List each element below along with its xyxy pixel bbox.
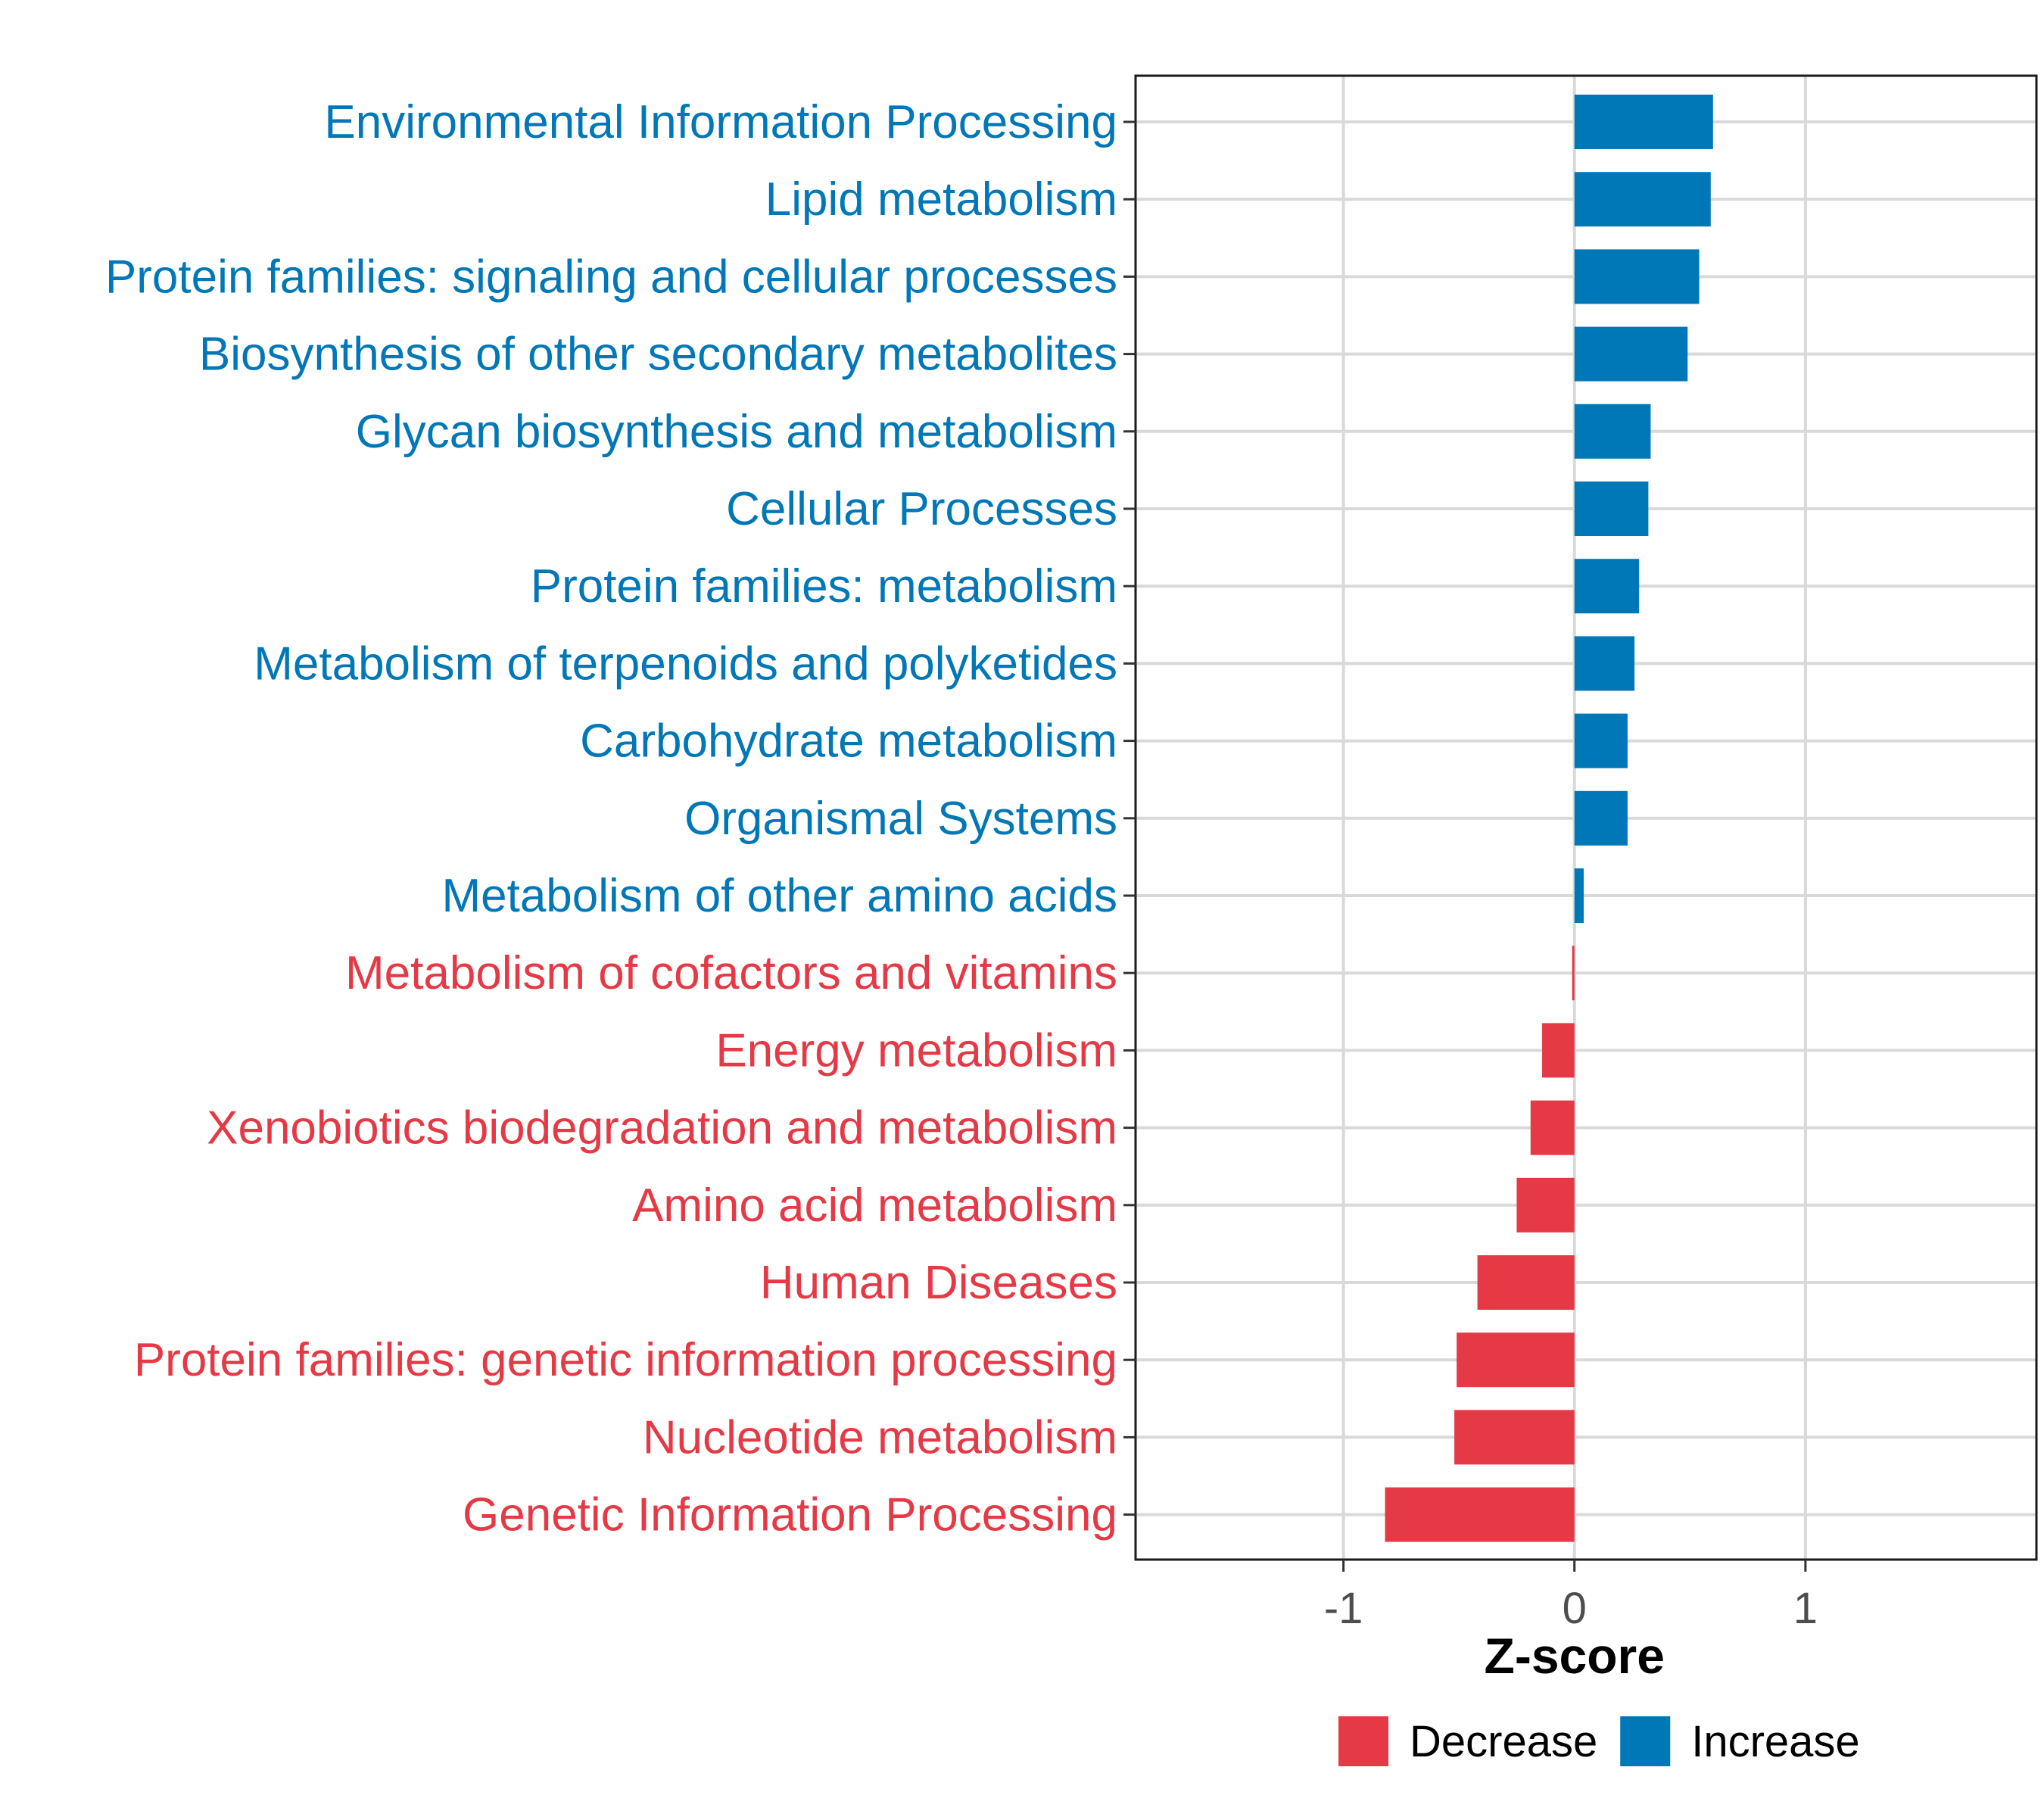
category-label: Environmental Information Processing bbox=[324, 96, 1117, 148]
category-label: Amino acid metabolism bbox=[632, 1180, 1117, 1232]
bar bbox=[1516, 1177, 1575, 1233]
category-label: Nucleotide metabolism bbox=[643, 1411, 1117, 1463]
category-label: Metabolism of terpenoids and polyketides bbox=[254, 637, 1117, 690]
category-label: Protein families: signaling and cellular… bbox=[105, 251, 1117, 303]
category-label: Protein families: genetic information pr… bbox=[134, 1334, 1117, 1386]
category-label: Protein families: metabolism bbox=[531, 560, 1117, 612]
bar bbox=[1477, 1255, 1575, 1310]
category-label: Cellular Processes bbox=[726, 483, 1117, 535]
legend-swatch bbox=[1620, 1716, 1671, 1766]
x-tick-label: 1 bbox=[1793, 1584, 1818, 1633]
x-tick-label: 0 bbox=[1563, 1584, 1587, 1633]
bar bbox=[1385, 1487, 1575, 1542]
category-label: Metabolism of other amino acids bbox=[441, 870, 1117, 922]
labels-layer: Environmental Information Processing Lipi… bbox=[105, 96, 1117, 1541]
category-label: Lipid metabolism bbox=[765, 173, 1117, 226]
legend-label: Decrease bbox=[1410, 1717, 1597, 1766]
x-axis-title: Z-score bbox=[1485, 1628, 1665, 1684]
category-label: Energy metabolism bbox=[715, 1024, 1117, 1077]
bar bbox=[1574, 559, 1640, 614]
bar bbox=[1574, 404, 1651, 459]
bar bbox=[1530, 1100, 1575, 1155]
category-label: Genetic Information Processing bbox=[463, 1489, 1117, 1541]
category-label: Carbohydrate metabolism bbox=[580, 715, 1117, 768]
bar bbox=[1574, 790, 1628, 846]
bar bbox=[1457, 1332, 1575, 1388]
bar bbox=[1542, 1023, 1575, 1078]
bar bbox=[1574, 326, 1688, 382]
bar bbox=[1572, 946, 1575, 1001]
bar bbox=[1454, 1410, 1575, 1465]
category-label: Metabolism of cofactors and vitamins bbox=[345, 947, 1117, 999]
category-label: Biosynthesis of other secondary metaboli… bbox=[199, 329, 1117, 381]
ticks-layer: -1 0 1 bbox=[1123, 120, 1818, 1633]
bar bbox=[1574, 249, 1700, 304]
bars-layer bbox=[1385, 95, 1713, 1542]
bar bbox=[1574, 868, 1584, 923]
bar bbox=[1574, 482, 1649, 536]
bar bbox=[1574, 713, 1628, 768]
category-label: Human Diseases bbox=[760, 1257, 1117, 1309]
legend: Decrease Increase bbox=[1338, 1716, 1860, 1766]
category-label: Xenobiotics biodegradation and metabolis… bbox=[207, 1102, 1117, 1155]
category-label: Organismal Systems bbox=[684, 793, 1117, 845]
legend-swatch bbox=[1338, 1716, 1388, 1766]
bar bbox=[1574, 636, 1635, 691]
category-label: Glycan biosynthesis and metabolism bbox=[356, 406, 1117, 458]
x-tick-label: -1 bbox=[1324, 1584, 1363, 1633]
bar bbox=[1574, 95, 1713, 149]
legend-label: Increase bbox=[1691, 1717, 1859, 1766]
bar bbox=[1574, 172, 1711, 227]
